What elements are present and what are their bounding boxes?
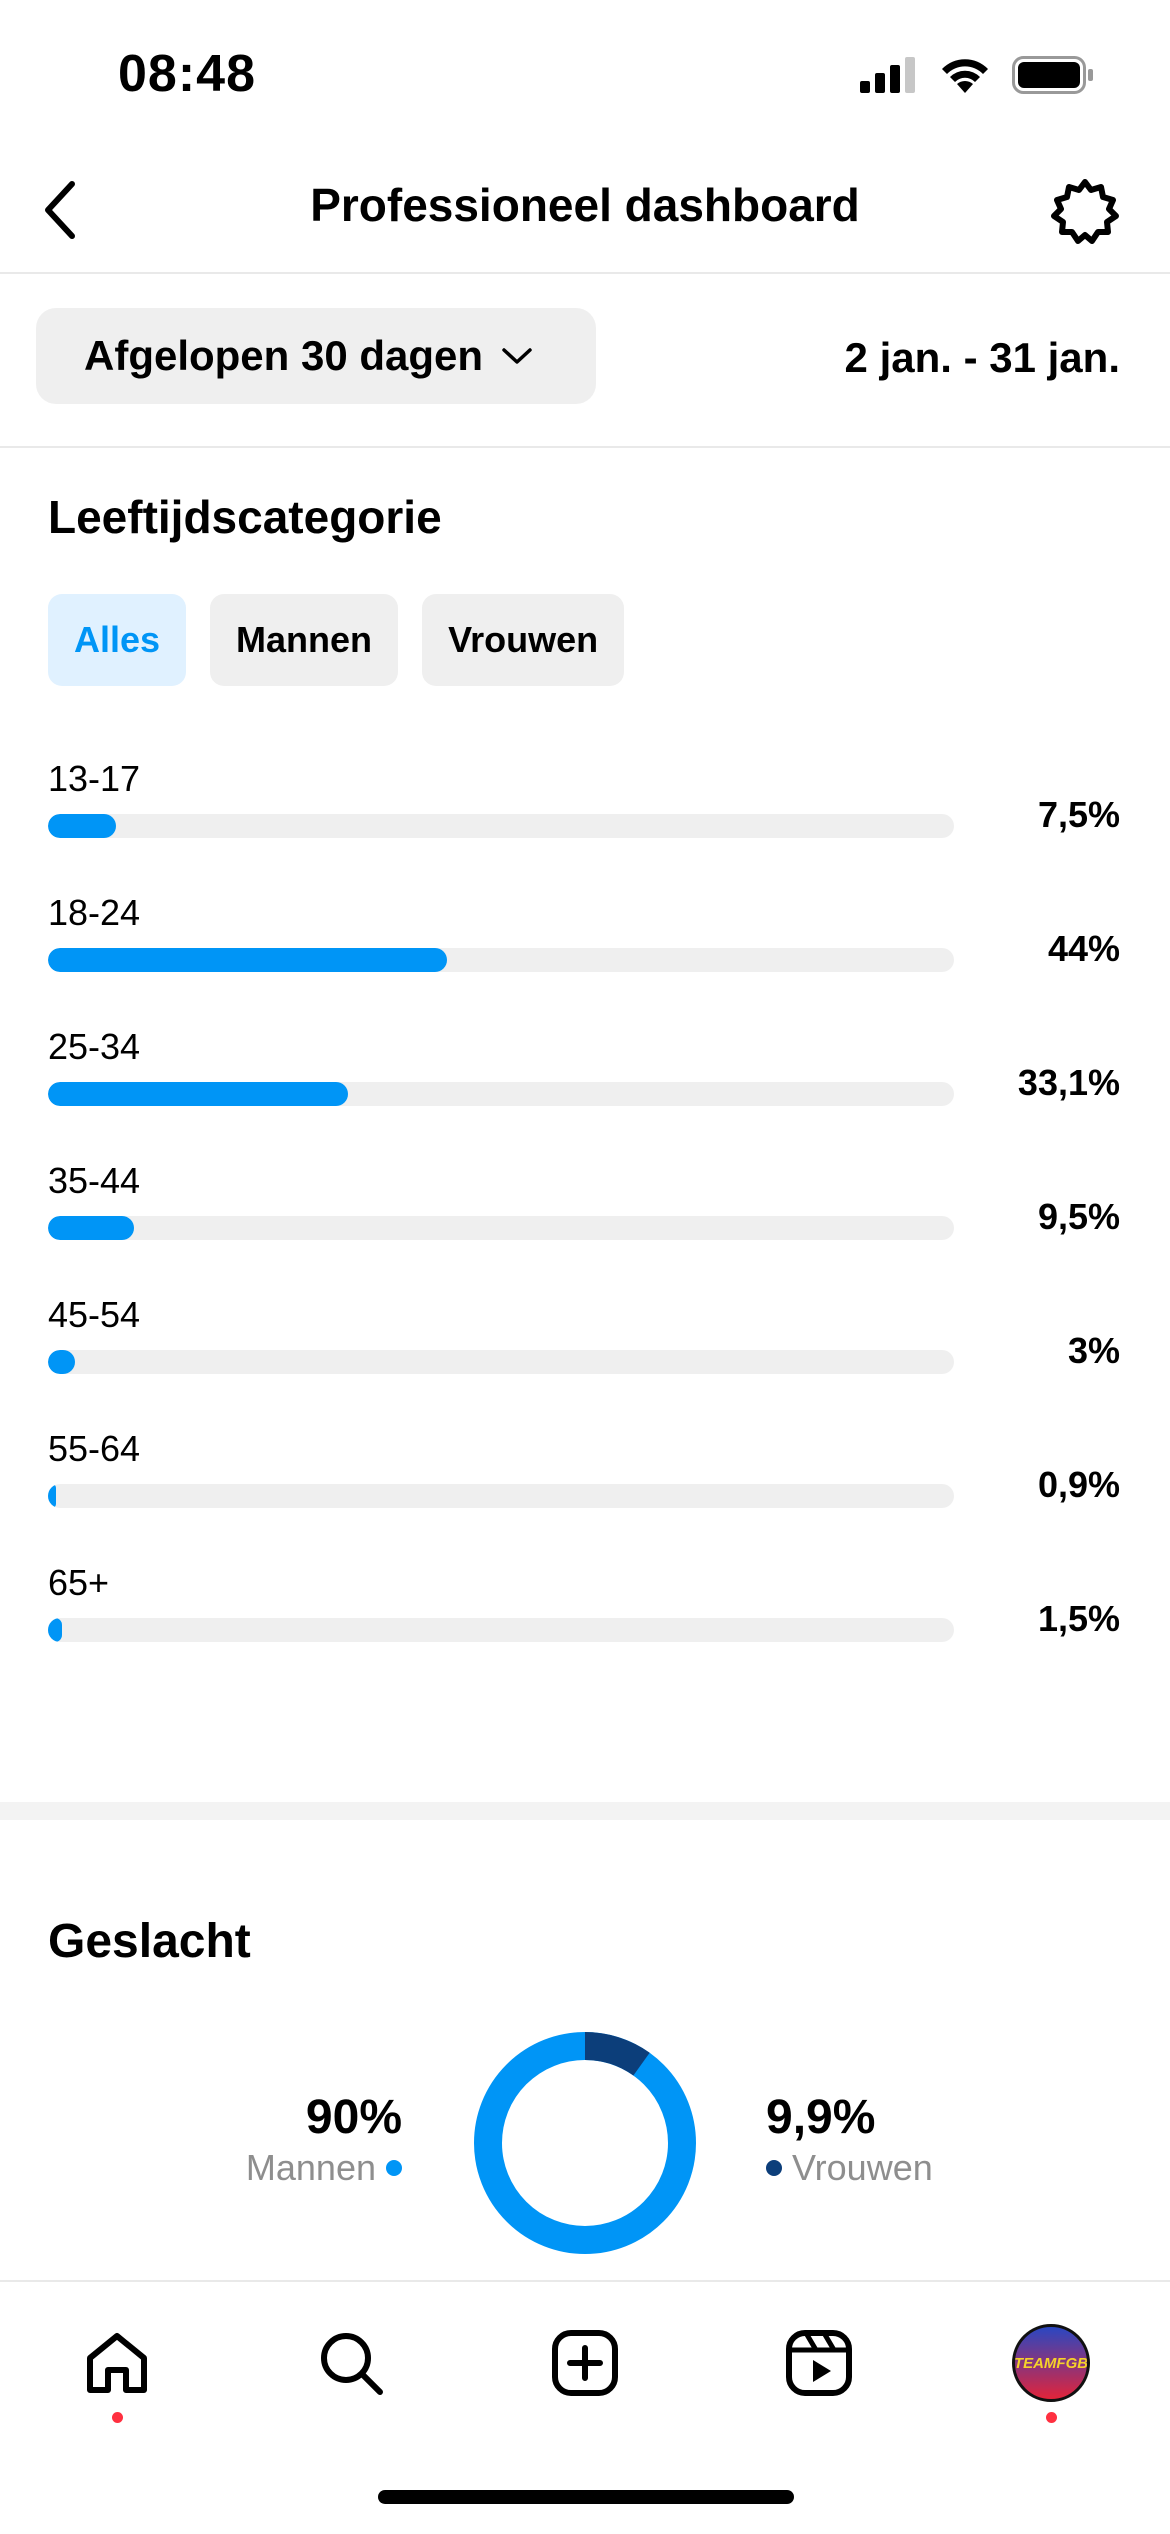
donut-women-segment <box>584 2032 650 2076</box>
filter-row: Afgelopen 30 dagen 2 jan. - 31 jan. <box>0 272 1170 448</box>
age-bar-fill <box>48 1350 76 1374</box>
age-bar-track <box>48 1618 954 1642</box>
settings-button[interactable] <box>1040 168 1130 258</box>
age-row-45-54: 45-54 3% <box>0 1294 1170 1428</box>
gender-men-legend: Mannen <box>246 2147 402 2189</box>
age-row-55-64: 55-64 0,9% <box>0 1428 1170 1562</box>
page-title: Professioneel dashboard <box>310 179 860 231</box>
age-label: 45-54 <box>48 1294 141 1335</box>
age-label: 35-44 <box>48 1160 141 1201</box>
chip-vrouwen[interactable]: Vrouwen <box>422 594 625 686</box>
gender-women-value: 9,9% <box>766 2091 876 2144</box>
chevron-left-icon <box>45 181 75 239</box>
chip-alles[interactable]: Alles <box>48 594 187 686</box>
gender-men-value: 90% <box>305 2091 402 2144</box>
nav-header: Professioneel dashboard <box>0 150 1170 274</box>
age-value: 3% <box>1067 1330 1120 1371</box>
age-row-35-44: 35-44 9,5% <box>0 1160 1170 1294</box>
age-bar-fill <box>48 1618 62 1642</box>
age-label: 18-24 <box>48 892 141 933</box>
chip-mannen[interactable]: Mannen <box>210 594 399 686</box>
age-bar-fill <box>48 1082 348 1106</box>
age-bar-fill <box>48 814 116 838</box>
status-time: 08:48 <box>118 45 256 103</box>
chevron-down-icon <box>501 346 533 366</box>
battery-icon <box>1012 56 1093 94</box>
wifi-icon <box>942 59 988 93</box>
tab-search[interactable] <box>306 2318 396 2408</box>
tab-reels[interactable] <box>774 2318 864 2408</box>
tab-bar: TEAMFGB <box>0 2280 1170 2534</box>
age-bar-track <box>48 948 954 972</box>
age-value: 44% <box>1047 928 1120 969</box>
gender-donut-chart <box>474 2032 696 2254</box>
age-label: 13-17 <box>48 758 141 799</box>
age-filter-chips: Alles Mannen Vrouwen <box>48 594 625 686</box>
back-button[interactable] <box>20 170 100 250</box>
women-legend-dot <box>766 2160 782 2176</box>
section-divider <box>0 1802 1170 1820</box>
gender-men-label: Mannen <box>245 2147 376 2188</box>
age-value: 1,5% <box>1037 1598 1120 1639</box>
tab-create[interactable] <box>540 2318 630 2408</box>
tab-profile[interactable]: TEAMFGB <box>1006 2318 1096 2408</box>
men-legend-dot <box>386 2160 402 2176</box>
age-section-title: Leeftijdscategorie <box>48 491 442 543</box>
gender-women-label: Vrouwen <box>792 2147 933 2188</box>
home-icon <box>87 2333 147 2393</box>
profile-avatar: TEAMFGB <box>1012 2324 1090 2402</box>
profile-notification-dot <box>1046 2412 1057 2423</box>
age-bar-fill <box>48 1216 135 1240</box>
age-value: 33,1% <box>1017 1062 1120 1103</box>
age-value: 0,9% <box>1037 1464 1120 1505</box>
age-bar-fill <box>48 948 447 972</box>
age-label: 65+ <box>48 1562 110 1603</box>
age-bar-track <box>48 1484 954 1508</box>
status-bar: 08:48 <box>0 0 1170 150</box>
age-label: 55-64 <box>48 1428 141 1469</box>
home-indicator <box>378 2490 794 2504</box>
period-label: Afgelopen 30 dagen <box>84 332 484 379</box>
age-row-13-17: 13-17 7,5% <box>0 758 1170 892</box>
gender-women-legend: Vrouwen <box>766 2147 933 2189</box>
age-bar-track <box>48 1350 954 1374</box>
age-row-65-plus: 65+ 1,5% <box>0 1562 1170 1696</box>
search-icon <box>321 2333 383 2395</box>
donut-men-segment <box>474 2032 696 2254</box>
age-list: 13-17 7,5% 18-24 44% 25-34 33,1% 35-44 9… <box>0 758 1170 1696</box>
create-post-icon <box>552 2330 618 2396</box>
age-value: 7,5% <box>1037 794 1120 835</box>
date-range: 2 jan. - 31 jan. <box>844 334 1120 381</box>
age-bar-track <box>48 814 954 838</box>
avatar-text: TEAMFGB <box>1013 2354 1089 2372</box>
status-icons <box>860 56 1094 94</box>
gear-icon <box>1051 179 1119 244</box>
gender-women: 9,9% Vrouwen <box>766 2090 933 2189</box>
age-bar-fill <box>48 1484 57 1508</box>
reels-icon <box>786 2330 852 2396</box>
cellular-signal-icon <box>860 57 915 93</box>
age-row-18-24: 18-24 44% <box>0 892 1170 1026</box>
age-bar-track <box>48 1082 954 1106</box>
age-bar-track <box>48 1216 954 1240</box>
period-dropdown[interactable]: Afgelopen 30 dagen <box>36 308 596 404</box>
gender-section-title: Geslacht <box>48 1915 251 1968</box>
home-notification-dot <box>112 2412 123 2423</box>
age-value: 9,5% <box>1037 1196 1120 1237</box>
gender-men: 90% Mannen <box>246 2090 402 2189</box>
age-label: 25-34 <box>48 1026 141 1067</box>
age-row-25-34: 25-34 33,1% <box>0 1026 1170 1160</box>
tab-home[interactable] <box>72 2318 162 2408</box>
